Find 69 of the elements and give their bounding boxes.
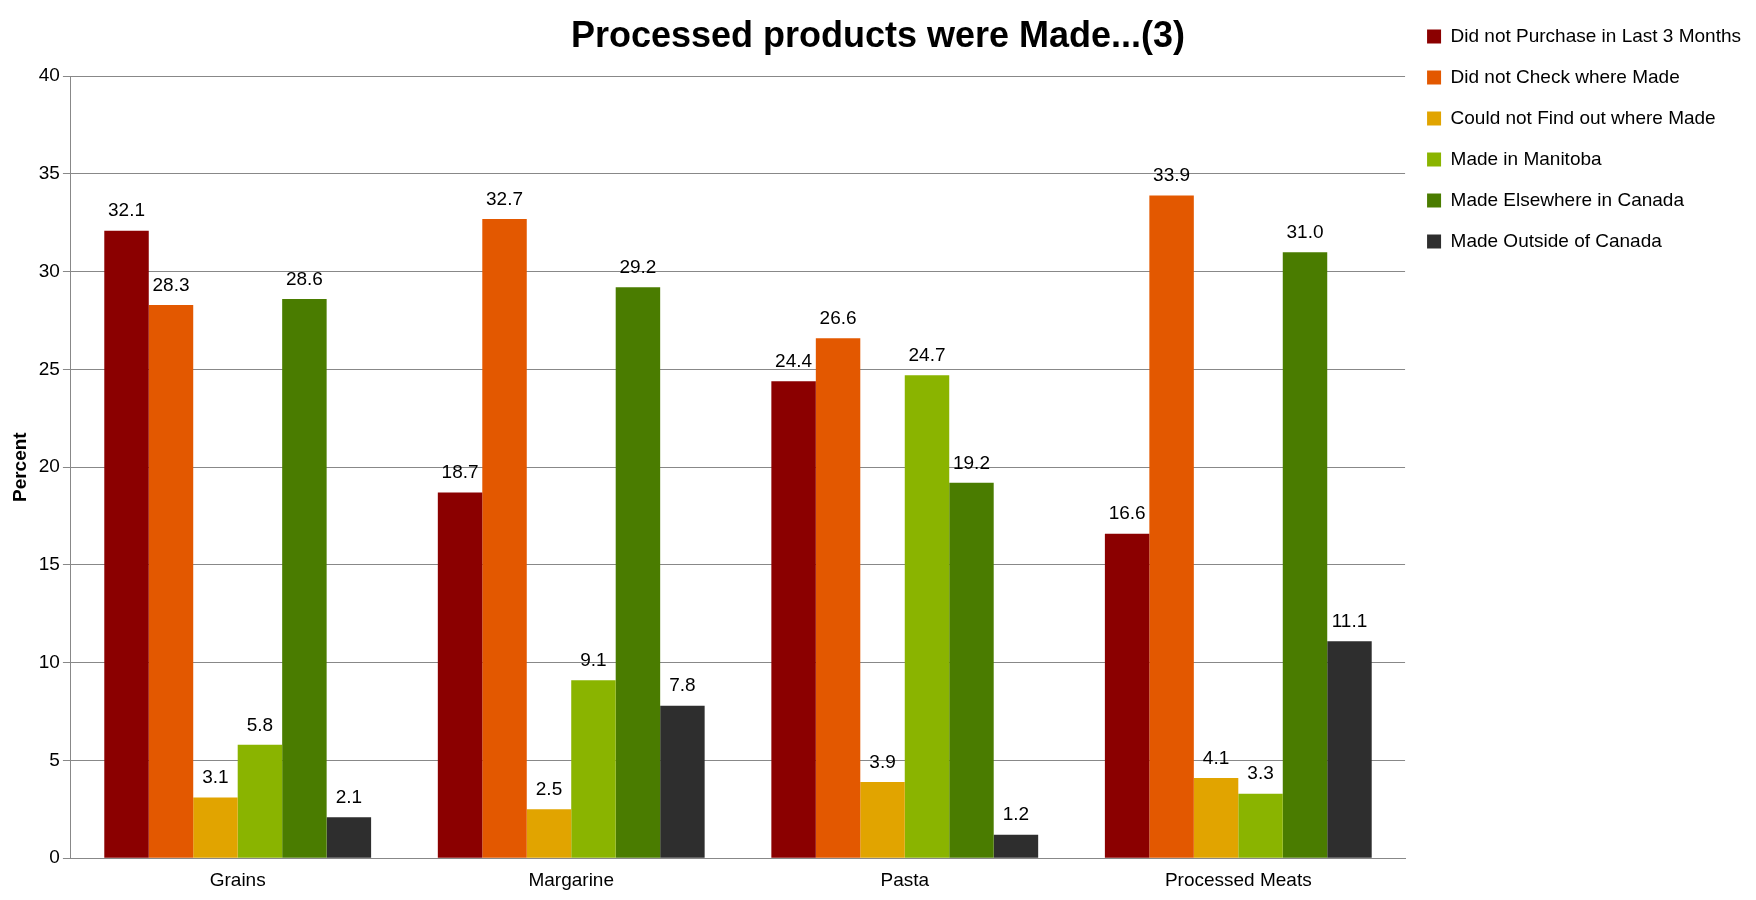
y-tick-label: 35 bbox=[38, 162, 60, 184]
data-label: 1.2 bbox=[1002, 803, 1030, 825]
data-label: 3.9 bbox=[869, 750, 896, 772]
data-label: 16.6 bbox=[1108, 502, 1146, 524]
data-label: 3.3 bbox=[1247, 762, 1274, 784]
bar bbox=[571, 680, 616, 858]
y-tick-label: 0 bbox=[49, 846, 60, 868]
bar bbox=[326, 817, 372, 858]
bar bbox=[1282, 252, 1328, 858]
data-label: 24.7 bbox=[908, 344, 946, 366]
y-axis-title: Percent bbox=[8, 431, 30, 503]
data-label: 3.1 bbox=[202, 766, 229, 788]
y-tick-label: 10 bbox=[38, 650, 60, 672]
data-label: 31.0 bbox=[1286, 220, 1324, 242]
data-label: 32.7 bbox=[486, 187, 524, 209]
bar bbox=[815, 338, 861, 858]
bar bbox=[1149, 195, 1194, 858]
legend-label: Made in Manitoba bbox=[1450, 147, 1603, 169]
y-tick-label: 30 bbox=[38, 259, 60, 281]
data-label: 2.5 bbox=[535, 778, 563, 800]
data-label: 32.1 bbox=[108, 199, 146, 221]
data-label: 7.8 bbox=[669, 674, 696, 696]
bar bbox=[660, 705, 705, 858]
x-tick-label: Pasta bbox=[880, 868, 930, 890]
x-tick-label: Processed Meats bbox=[1164, 868, 1312, 890]
data-label: 19.2 bbox=[952, 451, 990, 473]
data-label: 33.9 bbox=[1153, 164, 1191, 186]
data-label: 28.6 bbox=[285, 267, 323, 289]
data-label: 9.1 bbox=[580, 649, 607, 671]
bar bbox=[904, 375, 950, 858]
bar bbox=[1104, 533, 1150, 858]
bar bbox=[282, 299, 327, 858]
bar bbox=[615, 287, 661, 858]
data-label: 29.2 bbox=[619, 256, 657, 278]
data-label: 28.3 bbox=[152, 273, 190, 295]
y-tick-label: 5 bbox=[49, 748, 60, 770]
legend-label: Could not Find out where Made bbox=[1450, 106, 1716, 128]
bar bbox=[949, 482, 994, 858]
legend-label: Did not Purchase in Last 3 Months bbox=[1450, 24, 1741, 46]
x-tick-label: Margarine bbox=[528, 868, 615, 890]
bar bbox=[148, 304, 194, 858]
chart-title: Processed products were Made...(3) bbox=[570, 13, 1186, 55]
y-tick-label: 25 bbox=[38, 357, 60, 379]
y-tick-label: 20 bbox=[38, 455, 60, 477]
bar bbox=[104, 230, 149, 858]
bar bbox=[237, 744, 283, 858]
x-tick-label: Grains bbox=[209, 868, 266, 890]
bar bbox=[1193, 778, 1239, 858]
data-label: 11.1 bbox=[1331, 609, 1368, 631]
data-label: 5.8 bbox=[246, 713, 274, 735]
bar bbox=[771, 381, 816, 858]
data-label: 2.1 bbox=[335, 785, 363, 807]
bar bbox=[993, 834, 1039, 858]
bar bbox=[860, 781, 905, 858]
bar bbox=[437, 492, 483, 858]
bar bbox=[193, 797, 238, 858]
bar bbox=[482, 218, 527, 858]
bar bbox=[526, 809, 572, 858]
y-tick-label: 40 bbox=[38, 64, 60, 86]
data-label: 18.7 bbox=[441, 461, 479, 483]
bar bbox=[1327, 641, 1372, 858]
data-label: 24.4 bbox=[775, 349, 813, 371]
y-tick-label: 15 bbox=[38, 553, 60, 575]
data-label: 4.1 bbox=[1202, 746, 1230, 768]
legend-label: Did not Check where Made bbox=[1450, 65, 1680, 87]
legend-label: Made Elsewhere in Canada bbox=[1450, 188, 1685, 210]
bar bbox=[1238, 793, 1283, 858]
legend-label: Made Outside of Canada bbox=[1450, 229, 1663, 251]
data-label: 26.6 bbox=[819, 306, 857, 328]
